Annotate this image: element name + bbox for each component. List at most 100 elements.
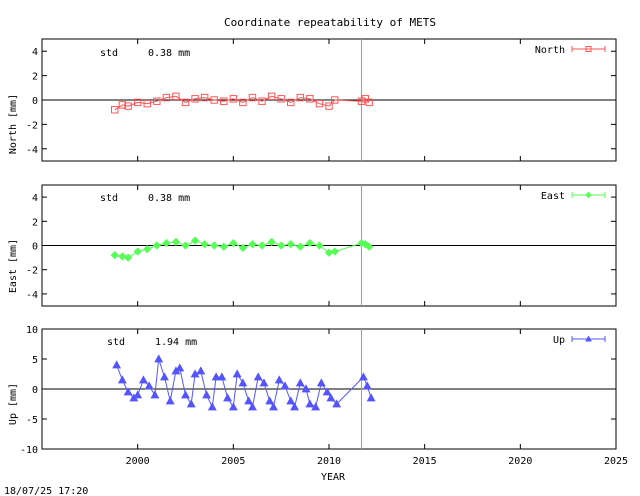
east-data-point bbox=[152, 241, 161, 250]
east-data-point bbox=[133, 247, 142, 256]
x-tick-label: 2025 bbox=[604, 456, 628, 467]
up-data-point bbox=[265, 396, 275, 405]
up-data-point bbox=[238, 378, 248, 387]
east-data-point bbox=[110, 251, 119, 260]
up-data-point bbox=[332, 399, 342, 408]
north-data-point bbox=[200, 93, 209, 102]
up-data-point bbox=[202, 390, 211, 399]
x-tick-label: 2020 bbox=[508, 456, 532, 467]
east-std-value: 0.38 mm bbox=[148, 193, 190, 204]
up-data-point bbox=[181, 390, 190, 399]
north-y-tick-label: 0 bbox=[32, 96, 38, 107]
east-y-tick-label: 0 bbox=[32, 242, 38, 253]
north-y-axis-label: North [mm] bbox=[8, 94, 19, 154]
up-data-point bbox=[175, 363, 185, 372]
north-data-point bbox=[287, 98, 295, 107]
north-legend-label: North bbox=[535, 45, 565, 56]
north-data-point bbox=[111, 106, 119, 114]
north-data-point bbox=[277, 95, 285, 103]
up-data-point bbox=[165, 396, 175, 405]
north-data-point bbox=[181, 98, 190, 107]
up-data-point bbox=[186, 399, 196, 408]
up-legend-label: Up bbox=[553, 335, 565, 346]
up-data-point bbox=[326, 393, 336, 402]
up-y-tick-label: 10 bbox=[26, 325, 38, 336]
up-data-point bbox=[274, 375, 284, 384]
east-legend-label: East bbox=[541, 191, 565, 202]
up-data-point bbox=[253, 372, 263, 381]
north-data-point bbox=[191, 95, 199, 103]
east-legend-marker bbox=[585, 191, 592, 199]
east-data-point bbox=[210, 241, 219, 250]
north-data-point bbox=[331, 96, 339, 104]
east-data-point bbox=[238, 243, 248, 253]
east-y-tick-label: -4 bbox=[26, 290, 38, 301]
north-data-point bbox=[143, 99, 151, 108]
north-y-tick-label: -2 bbox=[26, 120, 38, 131]
east-data-point bbox=[190, 236, 200, 245]
north-std-label: std bbox=[100, 48, 118, 59]
up-data-point bbox=[269, 402, 278, 411]
up-data-point bbox=[322, 387, 332, 396]
north-y-tick-label: 2 bbox=[32, 72, 38, 83]
north-data-point bbox=[325, 102, 333, 110]
north-data-point bbox=[153, 97, 161, 105]
north-data-point bbox=[357, 97, 366, 105]
east-data-point bbox=[330, 247, 339, 256]
chart-title: Coordinate repeatability of METS bbox=[224, 16, 436, 29]
up-y-tick-label: 5 bbox=[32, 355, 38, 366]
up-data-point bbox=[112, 360, 122, 369]
north-std-value: 0.38 mm bbox=[148, 48, 190, 59]
north-data-point bbox=[124, 102, 132, 110]
north-legend-marker bbox=[585, 46, 592, 52]
east-data-point bbox=[248, 240, 257, 249]
north-data-point bbox=[315, 99, 324, 108]
up-y-axis-label: Up [mm] bbox=[8, 383, 19, 425]
up-data-point bbox=[358, 372, 368, 381]
east-data-point bbox=[277, 241, 286, 250]
up-data-point bbox=[366, 393, 376, 402]
up-data-point bbox=[301, 384, 311, 393]
east-data-point bbox=[305, 238, 314, 248]
x-tick-label: 2015 bbox=[413, 456, 437, 467]
up-data-point bbox=[160, 372, 169, 381]
up-data-point bbox=[144, 381, 154, 390]
east-data-point bbox=[181, 241, 190, 250]
up-legend-marker bbox=[585, 335, 592, 342]
east-y-axis-label: East [mm] bbox=[8, 239, 19, 293]
east-data-point bbox=[171, 237, 181, 246]
north-data-point bbox=[248, 93, 257, 102]
east-data-point bbox=[143, 245, 152, 254]
up-data-point bbox=[311, 402, 321, 411]
up-data-point bbox=[280, 381, 290, 390]
up-data-point bbox=[295, 378, 305, 387]
east-data-point bbox=[361, 240, 370, 249]
north-data-point bbox=[172, 92, 180, 101]
up-y-tick-label: 0 bbox=[32, 385, 38, 396]
north-data-point bbox=[210, 96, 218, 104]
up-std-label: std bbox=[107, 337, 125, 348]
up-data-point bbox=[217, 372, 227, 381]
up-data-point bbox=[259, 378, 269, 387]
north-data-point bbox=[258, 97, 266, 105]
east-y-tick-label: 2 bbox=[32, 217, 38, 228]
east-data-point bbox=[219, 242, 228, 251]
up-y-tick-label: -10 bbox=[20, 445, 38, 456]
up-y-tick-label: -5 bbox=[26, 415, 38, 426]
up-data-point bbox=[232, 369, 242, 378]
up-data-point bbox=[154, 354, 164, 363]
up-data-point bbox=[150, 390, 160, 399]
north-y-tick-label: 4 bbox=[32, 47, 38, 58]
east-data-point bbox=[123, 253, 133, 262]
east-data-point bbox=[315, 241, 324, 250]
up-data-point bbox=[196, 366, 206, 375]
east-data-point bbox=[200, 240, 209, 249]
north-data-point bbox=[220, 97, 228, 105]
up-data-point bbox=[133, 390, 143, 399]
x-axis-label: YEAR bbox=[321, 472, 346, 483]
north-data-point bbox=[296, 93, 305, 102]
east-data-point bbox=[267, 237, 276, 246]
up-data-point bbox=[211, 372, 221, 381]
up-data-point bbox=[207, 402, 217, 411]
